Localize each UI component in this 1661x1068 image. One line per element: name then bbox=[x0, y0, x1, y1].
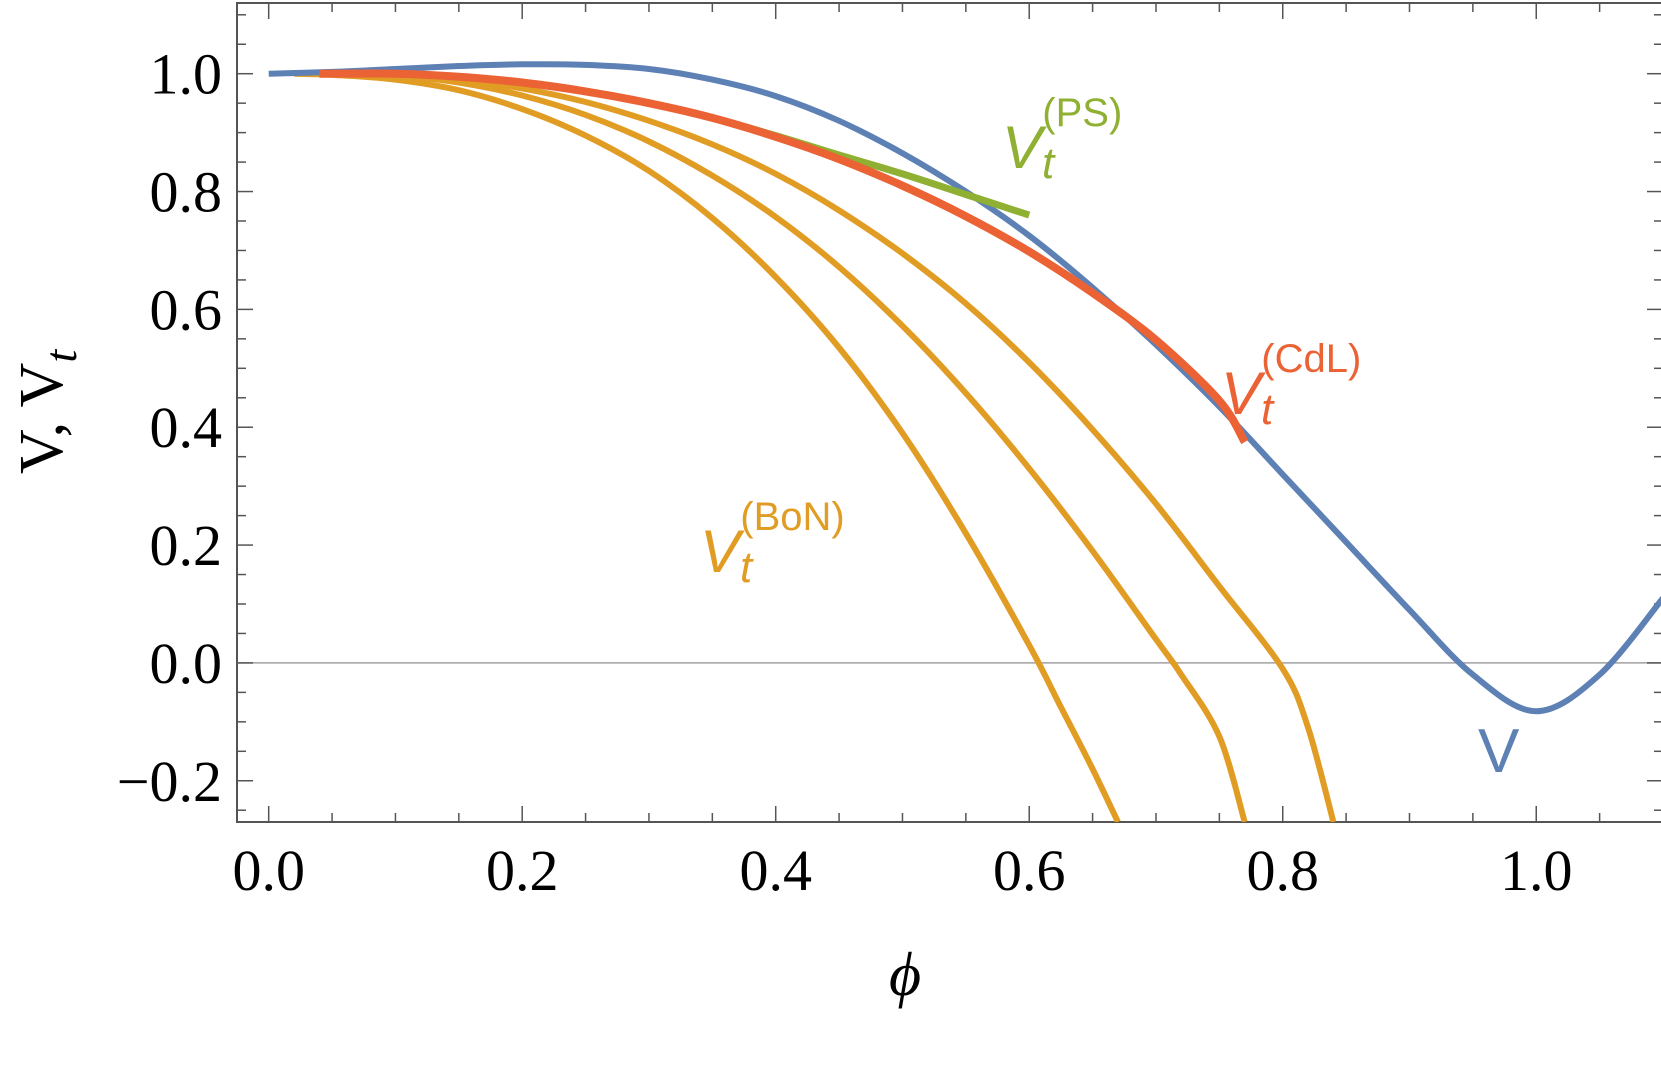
tick-labels: 0.0 0.2 0.4 0.6 0.8 1.0−0.20.00.20.40.60.81.0 bbox=[117, 42, 1573, 903]
label-ps: Vt(PS) bbox=[1002, 91, 1122, 188]
label-bon: Vt(BoN) bbox=[700, 495, 845, 592]
svg-text:V, Vt: V, Vt bbox=[8, 349, 86, 474]
y-tick-label: 0.2 bbox=[150, 513, 223, 578]
series-bon-line-3 bbox=[332, 70, 1337, 822]
x-tick-label: 0.6 bbox=[993, 838, 1066, 903]
x-tick-label: 0.2 bbox=[486, 838, 559, 903]
y-axis-label-sub: t bbox=[35, 349, 86, 363]
series-group bbox=[268, 61, 1661, 822]
label-cdl: Vt(CdL) bbox=[1221, 337, 1361, 434]
y-tick-label: 1.0 bbox=[150, 42, 223, 107]
x-tick-label: 0.8 bbox=[1246, 838, 1319, 903]
y-tick-label: 0.6 bbox=[150, 277, 223, 342]
label-v: V bbox=[1478, 717, 1520, 786]
series-layer bbox=[268, 61, 1661, 822]
y-tick-label: 0.8 bbox=[150, 160, 223, 225]
x-axis-label: ϕ bbox=[889, 941, 921, 1009]
y-tick-label: 0.0 bbox=[150, 631, 223, 696]
x-tick-label: 0.0 bbox=[232, 838, 305, 903]
series-bon-line-2 bbox=[332, 70, 1248, 822]
x-tick-label: 1.0 bbox=[1500, 838, 1573, 903]
series-bon-line-1 bbox=[293, 70, 1121, 822]
ticks bbox=[237, 3, 1661, 822]
x-tick-label: 0.4 bbox=[739, 838, 812, 903]
series-cdl-line bbox=[319, 69, 1249, 445]
y-axis-label-main: V, V bbox=[8, 362, 76, 474]
y-axis-label: V, Vt bbox=[8, 349, 86, 474]
y-tick-label: 0.4 bbox=[150, 395, 223, 460]
series-v-line bbox=[268, 61, 1661, 715]
plot-frame bbox=[236, 2, 1661, 823]
y-tick-label: −0.2 bbox=[117, 749, 222, 814]
